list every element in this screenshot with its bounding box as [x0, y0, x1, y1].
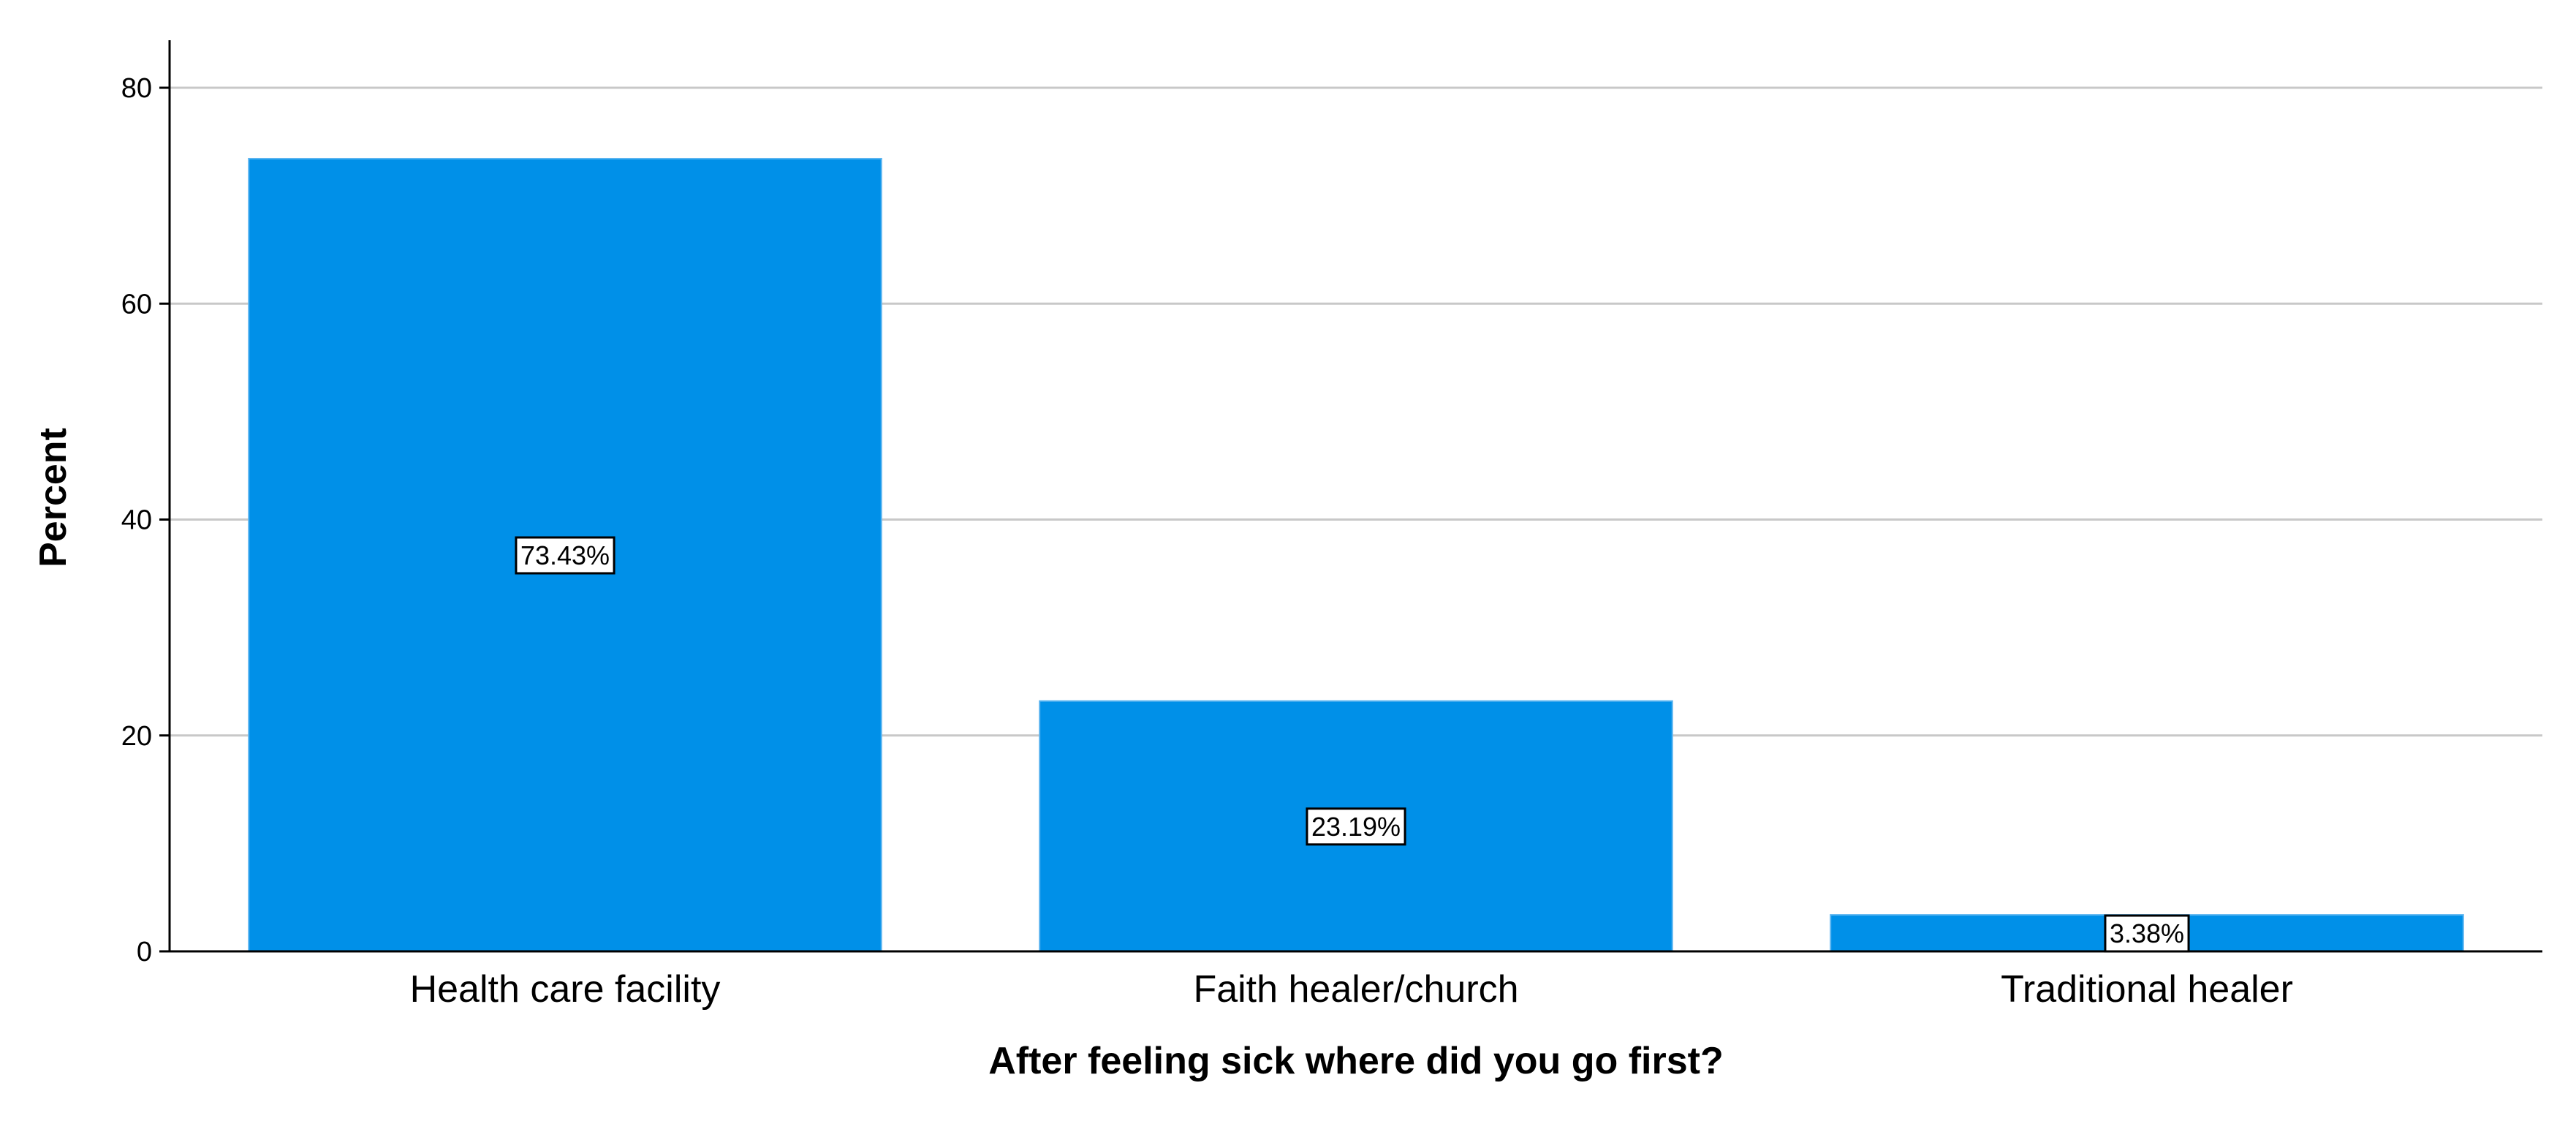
data-label: 3.38%: [2104, 914, 2190, 953]
y-tick-label: 20: [121, 721, 152, 752]
data-label-text: 73.43%: [520, 540, 610, 570]
data-label-text: 23.19%: [1311, 812, 1401, 842]
x-axis-title: After feeling sick where did you go firs…: [988, 1040, 1724, 1082]
data-label-box: [2104, 914, 2190, 953]
x-category-label: Traditional healer: [2001, 968, 2293, 1011]
y-tick-label: 40: [121, 505, 152, 536]
data-label-box: [515, 536, 615, 575]
y-axis-ticks: 0 20 40 60 80: [121, 73, 170, 967]
y-tick-label: 80: [121, 73, 152, 104]
y-tick-label: 60: [121, 289, 152, 320]
data-label: 73.43%: [515, 536, 615, 575]
x-axis-categories: Health care facility Faith healer/church T…: [410, 968, 2293, 1011]
y-tick-label: 0: [137, 937, 152, 967]
data-label-text: 3.38%: [2110, 918, 2184, 948]
y-axis-title: Percent: [32, 428, 75, 567]
data-labels: 73.43% 23.19% 3.38%: [515, 536, 2190, 953]
data-label: 23.19%: [1306, 807, 1406, 846]
x-category-label: Health care facility: [410, 968, 721, 1011]
x-category-label: Faith healer/church: [1193, 968, 1518, 1011]
data-label-box: [1306, 807, 1406, 846]
